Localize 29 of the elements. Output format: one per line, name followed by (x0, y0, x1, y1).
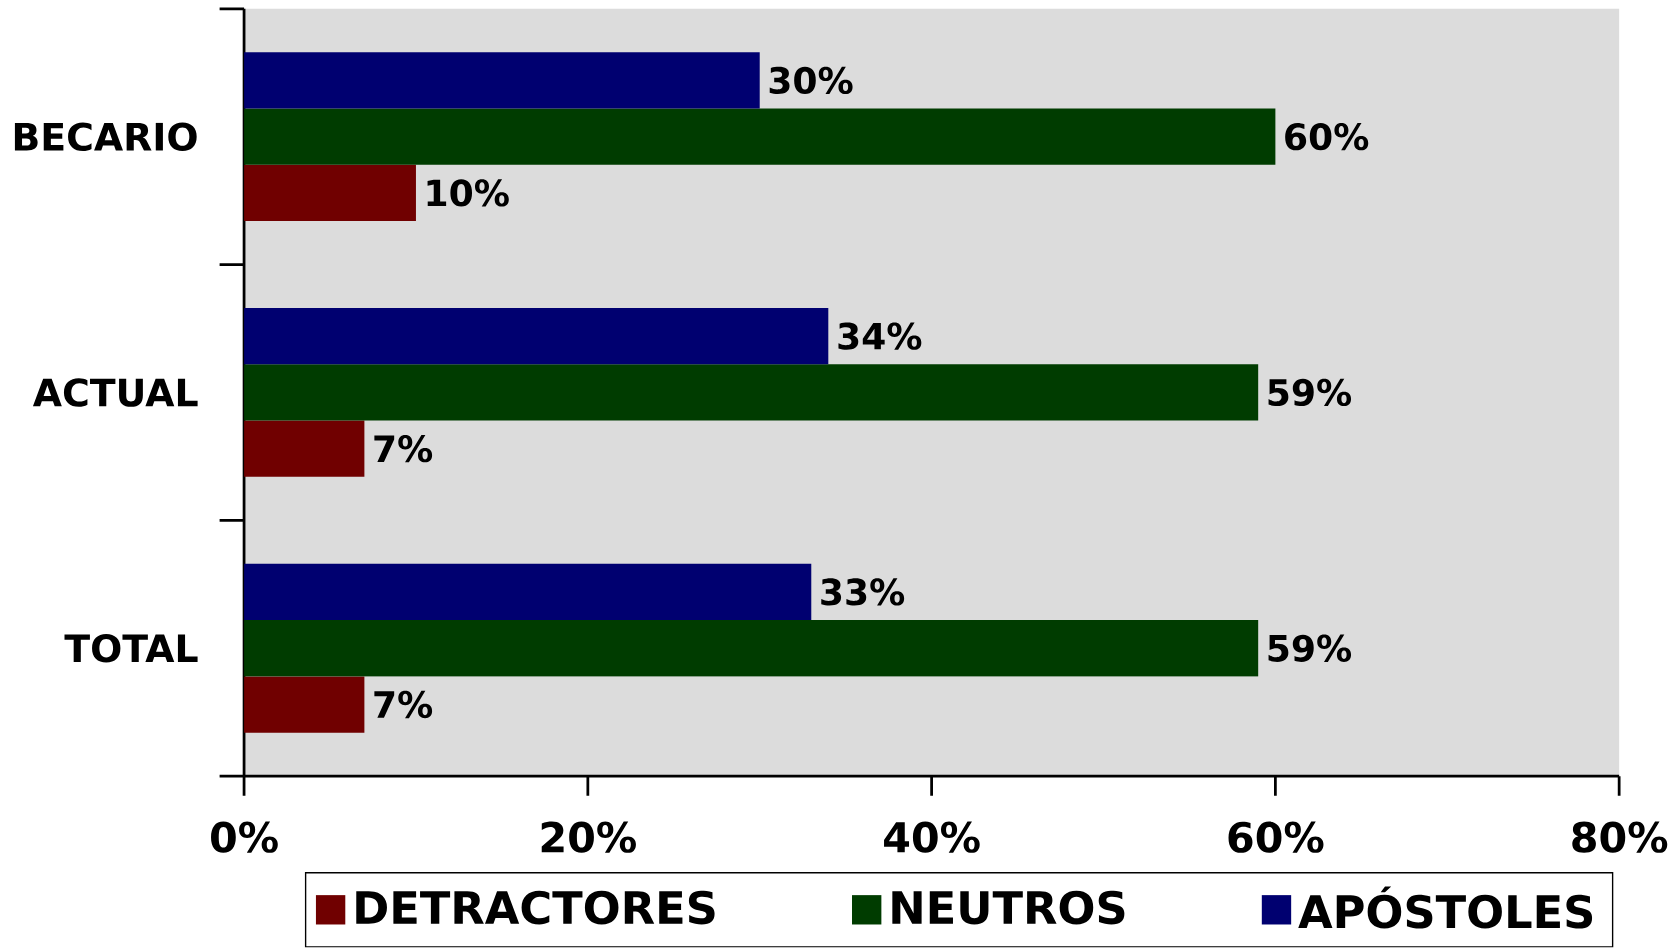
data-label: 7% (374, 435, 433, 463)
bar (244, 364, 1259, 421)
bar (244, 308, 829, 365)
bar (244, 620, 1259, 677)
bar (244, 676, 365, 733)
x-tick-label: 20% (541, 821, 636, 854)
legend-label: APÓSTOLES (1298, 886, 1593, 929)
data-label: 10% (427, 179, 509, 207)
data-label: 59% (1268, 634, 1352, 663)
x-tick-label: 80% (1572, 821, 1668, 854)
x-tick-label: 0% (211, 821, 278, 854)
data-label: 7% (374, 691, 433, 719)
data-label: 30% (769, 66, 853, 95)
x-tick-label: 40% (884, 821, 980, 854)
bar (244, 52, 760, 109)
legend-label: DETRACTORES (356, 890, 715, 925)
data-label: 59% (1268, 379, 1352, 407)
bar (244, 564, 812, 621)
legend-label: NEUTROS (892, 890, 1125, 925)
bar (244, 165, 416, 222)
data-label: 34% (838, 322, 922, 351)
y-tick-label: BECARIO (14, 122, 197, 152)
y-tick-label: ACTUAL (32, 378, 198, 407)
bar (244, 108, 1276, 166)
x-tick-label: 60% (1228, 821, 1324, 854)
data-label: 60% (1285, 123, 1369, 151)
data-label: 33% (821, 578, 905, 606)
bar (244, 420, 365, 478)
y-tick-label: TOTAL (64, 634, 198, 663)
